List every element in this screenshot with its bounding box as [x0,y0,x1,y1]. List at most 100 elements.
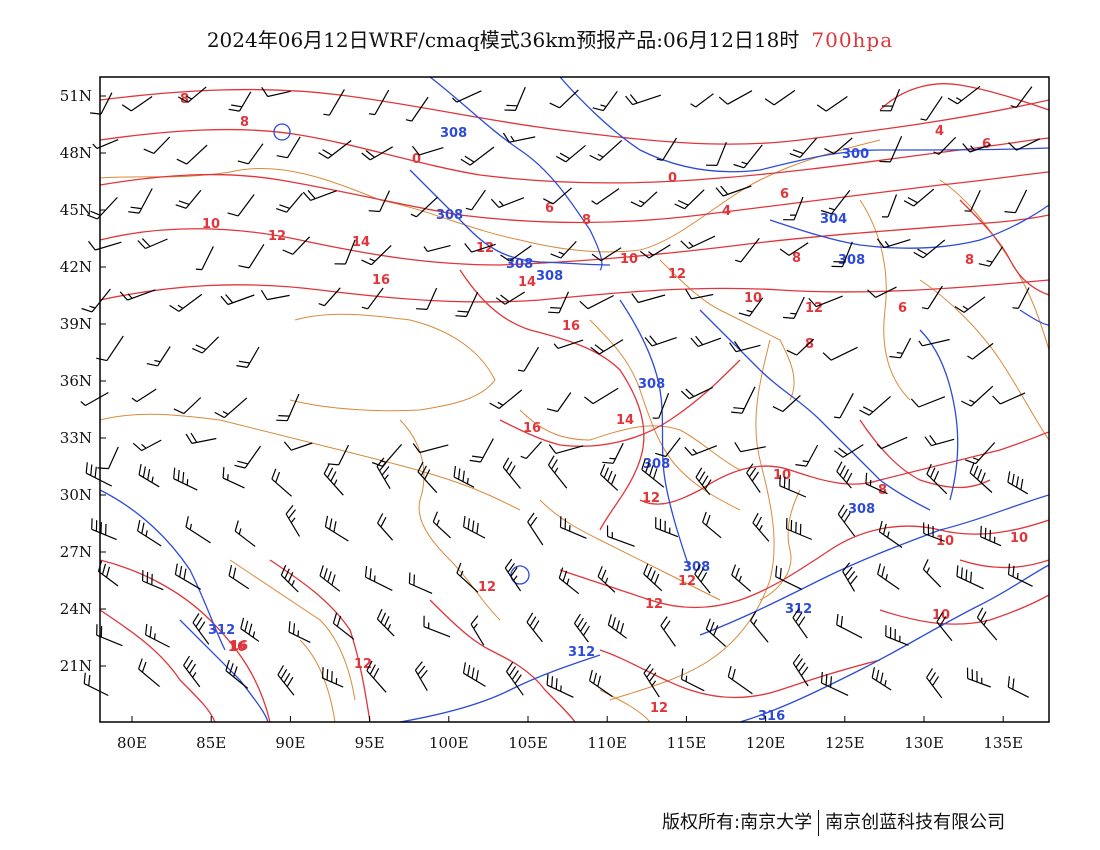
wind-barb [834,393,854,419]
wind-barb [643,563,663,592]
wind-barb [553,339,584,349]
wind-barb [302,190,337,201]
lat-label: 42N [60,258,92,276]
isotherm-label: 0 [412,152,421,167]
wind-barb [412,443,449,454]
wind-barb [546,392,572,413]
company-text: 南京创蓝科技有限公司 [825,812,1006,833]
height-label: 308 [638,377,665,392]
wind-barb [145,623,170,648]
wind-barb [1007,563,1033,587]
wind-barb [589,669,613,698]
wind-barb [228,91,252,112]
isotherm-label: 10 [773,468,791,483]
wind-barb [705,618,727,647]
wind-barb [746,463,761,493]
isotherm-label: 14 [616,413,634,428]
wind-barb [876,238,911,249]
isotherm-label: 12 [668,267,686,282]
wind-barb [879,88,901,112]
wind-barb [178,86,207,103]
wind-barb [589,139,623,161]
wind-barb [789,137,818,158]
lon-label: 105E [508,734,548,752]
wind-barb [236,346,260,368]
wind-barb [240,617,260,642]
wind-barb [1004,189,1028,214]
wind-barb [423,245,451,252]
wind-barb [137,519,162,547]
wind-barb [660,616,676,647]
footer-separator [818,810,820,836]
wind-barb [559,516,587,539]
wind-barb [606,525,635,547]
isotherm-label: 12 [476,241,494,256]
footer: 版权所有:南京大学 南京创蓝科技有限公司 [662,808,1005,836]
wind-barb [176,144,208,165]
wind-barb [280,564,299,593]
lon-label: 80E [117,734,147,752]
wind-barb [453,466,475,488]
height-label: 308 [436,208,463,223]
wind-barb [546,674,574,698]
wind-barb [820,190,851,215]
wind-barb [602,442,624,464]
wind-barb [967,342,994,360]
wind-barb [579,294,614,310]
wind-barb [366,660,387,693]
wind-barb [173,397,202,415]
lat-label: 36N [60,372,92,390]
lat-label: 21N [60,657,92,675]
height-lines [100,77,1049,722]
wind-barb [680,235,716,250]
isotherm-label: 8 [180,92,189,107]
wind-barb [414,661,428,692]
isotherm-label: 16 [372,273,390,288]
wind-barb [175,189,202,209]
wind-barb [735,237,760,263]
wind-barb [282,236,311,255]
wind-barb [607,614,627,639]
height-label: 308 [440,126,467,141]
wind-barb [779,242,809,256]
wind-barb [502,132,536,143]
wind-barb [495,291,526,305]
wind-barb [470,615,485,646]
wind-barb [779,474,807,498]
wind-barb [234,520,256,547]
lat-label: 45N [60,201,92,219]
isotherm-label: 12 [268,229,286,244]
wind-barb [85,462,113,487]
wind-barb [464,243,496,253]
lat-label: 33N [60,429,92,447]
wind-barb [655,437,681,458]
wind-barb [836,461,853,489]
wind-barb [808,295,843,308]
isotherm-label: 8 [792,251,801,266]
height-label: 308 [643,457,670,472]
wind-barb [261,86,291,98]
wind-barb [926,668,943,699]
wind-barb [792,653,809,687]
wind-barb [364,566,393,591]
wind-barb [417,461,438,494]
lon-label: 130E [904,734,944,752]
height-label: 308 [536,269,563,284]
wind-barb [327,444,350,466]
wind-barb [504,558,522,592]
height-label: 304 [820,212,847,227]
wind-barb [764,89,796,106]
wind-barb [913,239,946,259]
lon-label: 125E [825,734,865,752]
isotherm-label: 6 [898,301,907,316]
wind-barb [715,185,752,197]
wind-barb [680,386,713,400]
wind-barb [237,143,264,165]
wind-barb [423,615,451,638]
wind-barb [876,436,908,450]
isotherm-label: 8 [805,337,814,352]
wind-barb [91,518,117,541]
wind-barb [643,663,660,698]
wind-barb [792,608,808,639]
lat-label: 24N [60,600,92,618]
